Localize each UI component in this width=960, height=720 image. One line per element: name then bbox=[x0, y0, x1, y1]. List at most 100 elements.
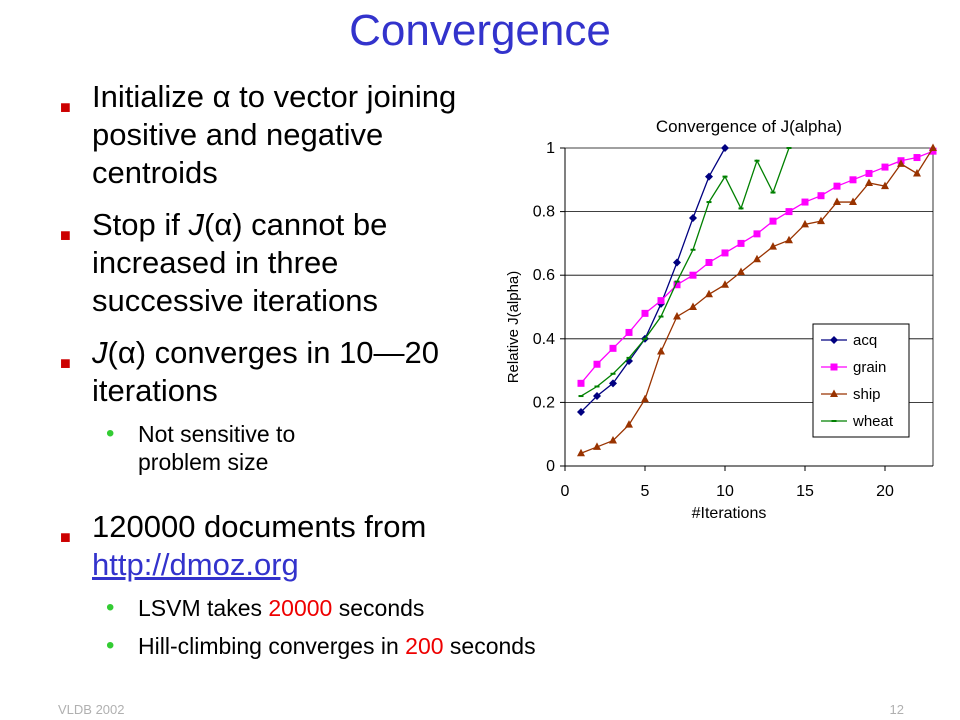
y-tick-label: 0.6 bbox=[533, 267, 555, 284]
y-tick-label: 0.4 bbox=[533, 331, 555, 348]
footer-conference: VLDB 2002 bbox=[58, 702, 125, 717]
data-point-grain bbox=[833, 182, 841, 190]
sub-bullet-text: LSVM takes bbox=[138, 595, 269, 621]
bullet-text: Initialize bbox=[92, 79, 213, 114]
data-point-grain bbox=[865, 169, 873, 177]
data-point-grain bbox=[769, 217, 777, 225]
data-point-ship bbox=[785, 235, 793, 244]
data-point-wheat bbox=[658, 315, 664, 318]
x-tick-label: 15 bbox=[796, 483, 814, 500]
data-point-ship bbox=[737, 267, 745, 276]
data-point-wheat bbox=[626, 356, 632, 359]
x-axis-label: #Iterations bbox=[692, 505, 767, 522]
legend-marker-wheat bbox=[831, 420, 837, 422]
alpha-symbol: α bbox=[214, 207, 233, 242]
data-point-wheat bbox=[770, 191, 776, 194]
data-point-wheat bbox=[610, 372, 616, 375]
data-point-wheat bbox=[690, 248, 696, 251]
bullet-text: ) converges in 10—20 iterations bbox=[92, 335, 440, 408]
square-bullet-icon: ■ bbox=[60, 353, 71, 373]
data-point-ship bbox=[817, 216, 825, 225]
data-point-ship bbox=[657, 347, 665, 355]
data-point-grain bbox=[673, 281, 681, 289]
data-point-ship bbox=[625, 420, 633, 428]
legend-label-wheat: wheat bbox=[852, 413, 894, 430]
data-point-ship bbox=[721, 280, 729, 288]
data-point-acq bbox=[609, 379, 617, 388]
legend-label-ship: ship bbox=[853, 386, 881, 403]
data-point-ship bbox=[849, 197, 857, 206]
data-point-wheat bbox=[706, 201, 712, 204]
data-point-ship bbox=[673, 312, 681, 320]
dot-bullet-icon: • bbox=[106, 632, 115, 659]
y-tick-label: 0 bbox=[546, 458, 555, 475]
sub-bullet-text: Hill-climbing converges in bbox=[138, 633, 406, 659]
data-point-wheat bbox=[738, 207, 744, 210]
bullet-converges: ■ J(α) converges in 10—20 iterations bbox=[58, 334, 478, 410]
data-point-grain bbox=[801, 198, 809, 206]
j-symbol: J bbox=[188, 207, 205, 242]
bullet-list: ■ Initialize α to vector joining positiv… bbox=[58, 78, 478, 490]
legend-marker-grain bbox=[830, 363, 838, 371]
square-bullet-icon: ■ bbox=[60, 97, 71, 117]
x-tick-label: 0 bbox=[561, 483, 570, 500]
data-point-ship bbox=[593, 442, 601, 450]
data-point-acq bbox=[705, 172, 713, 181]
data-point-acq bbox=[673, 258, 681, 267]
data-point-acq bbox=[689, 213, 697, 222]
data-point-wheat bbox=[674, 280, 680, 283]
bullet-stop: ■ Stop if J(α) cannot be increased in th… bbox=[58, 206, 478, 320]
paren: ( bbox=[107, 335, 118, 370]
y-tick-label: 1 bbox=[546, 140, 555, 157]
data-point-ship bbox=[913, 168, 921, 177]
data-point-ship bbox=[897, 159, 905, 167]
data-point-grain bbox=[641, 309, 649, 317]
data-point-ship bbox=[641, 394, 649, 403]
j-symbol: J bbox=[92, 335, 108, 370]
data-point-ship bbox=[705, 289, 713, 298]
highlight-number: 20000 bbox=[268, 595, 333, 621]
sub-bullet-hillclimb: • Hill-climbing converges in 200 seconds bbox=[58, 632, 938, 660]
paren: ( bbox=[204, 207, 215, 242]
dmoz-link[interactable]: http://dmoz.org bbox=[92, 547, 299, 582]
legend-marker-acq bbox=[830, 336, 838, 344]
legend-box bbox=[812, 323, 910, 438]
data-point-grain bbox=[785, 208, 793, 216]
data-point-ship bbox=[769, 242, 777, 250]
legend-label-acq: acq bbox=[853, 332, 877, 349]
data-point-ship bbox=[865, 178, 873, 186]
data-point-grain bbox=[737, 239, 745, 247]
x-tick-label: 20 bbox=[876, 483, 894, 500]
square-bullet-icon: ■ bbox=[60, 527, 71, 547]
highlight-number: 200 bbox=[405, 633, 444, 659]
bullet-text: to vector joining positive and negative … bbox=[92, 79, 457, 190]
lower-bullets: ■ 120000 documents from http://dmoz.org … bbox=[58, 508, 938, 674]
y-axis-label: Relative J(alpha) bbox=[505, 271, 522, 384]
sub-bullet-text: seconds bbox=[443, 633, 536, 659]
data-point-grain bbox=[881, 163, 889, 171]
bullet-text: Stop if bbox=[92, 207, 189, 242]
data-point-ship bbox=[929, 143, 937, 151]
data-point-wheat bbox=[642, 337, 648, 340]
data-point-grain bbox=[609, 344, 617, 352]
data-point-wheat bbox=[594, 385, 600, 388]
data-point-ship bbox=[609, 436, 617, 444]
square-bullet-icon: ■ bbox=[60, 225, 71, 245]
sub-bullet-lsvm: • LSVM takes 20000 seconds bbox=[58, 594, 938, 622]
data-point-grain bbox=[817, 192, 825, 200]
sub-bullet-text: seconds bbox=[332, 595, 425, 621]
data-point-grain bbox=[689, 271, 697, 279]
legend-label-grain: grain bbox=[853, 359, 886, 376]
data-point-grain bbox=[657, 297, 665, 305]
footer-page-number: 12 bbox=[889, 702, 904, 717]
bullet-initialize: ■ Initialize α to vector joining positiv… bbox=[58, 78, 478, 192]
data-point-ship bbox=[577, 448, 585, 457]
sub-bullet-text: Not sensitive to problem size bbox=[138, 421, 296, 475]
chart-title: Convergence of J(alpha) bbox=[656, 117, 842, 136]
data-point-grain bbox=[721, 249, 729, 257]
x-tick-label: 5 bbox=[641, 483, 650, 500]
data-point-ship bbox=[881, 181, 889, 190]
data-point-grain bbox=[849, 176, 857, 184]
sub-bullet-sensitive: • Not sensitive to problem size bbox=[58, 420, 368, 476]
alpha-symbol: α bbox=[117, 335, 136, 370]
